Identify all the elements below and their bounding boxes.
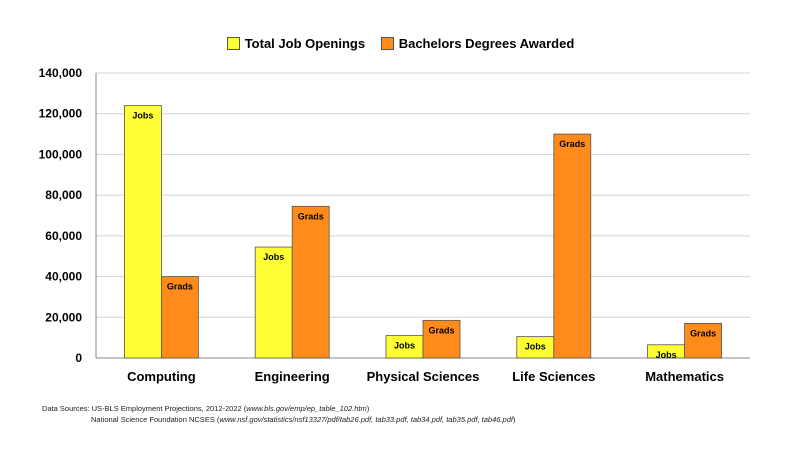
bar [553,133,592,359]
y-tick-label: 100,000 [39,147,83,161]
source-bls-text: Data Sources: US-BLS Employment Projecti… [42,404,247,413]
bar-data-label: Jobs [263,252,284,262]
source-nsf-text: National Science Foundation NCSES ( [91,415,220,424]
source-nsf-url: www.nsf.gov/statistics/nsf13327/pdf/tab2… [219,415,513,424]
x-tick-label: Life Sciences [512,369,595,384]
bar [160,276,199,359]
source-bls-close: ) [366,404,370,413]
x-tick-label: Mathematics [645,369,724,384]
x-tick-label: Physical Sciences [367,369,480,384]
bar-data-label: Grads [690,328,716,338]
x-tick-label: Computing [127,369,196,384]
legend-swatch-grads [380,37,394,50]
bar [254,246,293,359]
bar [124,105,162,359]
bar-data-label: Grads [428,325,454,335]
y-tick-label: 20,000 [45,310,82,324]
y-tick-label: 0 [75,351,82,365]
source-line-nsf: National Science Foundation NCSES (www.n… [42,414,515,425]
bar-data-label: Jobs [394,341,415,351]
bar-data-label: Jobs [132,111,153,121]
bar [422,319,461,359]
legend-label-jobs: Total Job Openings [244,36,366,51]
source-line-bls: Data Sources: US-BLS Employment Projecti… [42,403,515,414]
chart-legend: Total Job Openings Bachelors Degrees Awa… [0,36,801,53]
legend-swatch-jobs [226,37,240,50]
x-tick-label: Engineering [255,369,330,384]
y-tick-label: 40,000 [45,270,82,284]
legend-item-jobs: Total Job Openings [226,36,366,51]
y-tick-label: 120,000 [39,107,83,121]
y-tick-label: 140,000 [39,66,83,80]
source-nsf-close: ) [512,415,516,424]
legend-label-grads: Bachelors Degrees Awarded [398,36,575,51]
y-tick-label: 60,000 [45,229,82,243]
legend-item-grads: Bachelors Degrees Awarded [380,36,575,51]
bar-data-label: Jobs [525,342,546,352]
bar-data-label: Jobs [656,350,677,360]
bar-data-label: Grads [559,139,585,149]
data-sources-note: Data Sources: US-BLS Employment Projecti… [42,403,515,425]
bar-data-label: Grads [298,211,324,221]
bar [684,322,722,359]
source-bls-url: www.bls.gov/emp/ep_table_102.htm [246,404,367,413]
bar [291,205,330,359]
y-tick-label: 80,000 [45,188,82,202]
bar-data-label: Grads [167,282,193,292]
